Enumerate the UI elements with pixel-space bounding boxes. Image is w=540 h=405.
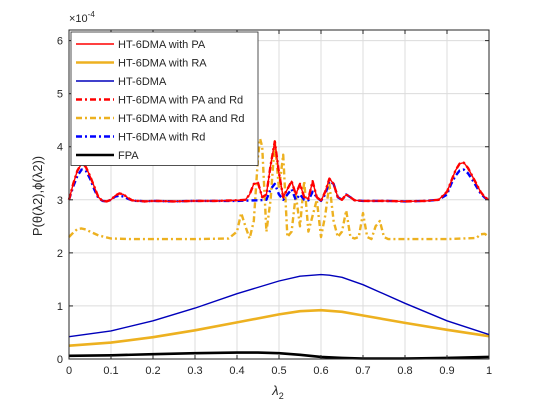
- series-line-ht-6dma-with-ra: [68, 308, 490, 347]
- x-tick-label: 0.5: [271, 365, 286, 377]
- legend-box: [70, 31, 259, 166]
- y-tick-label: 1: [57, 301, 63, 313]
- x-axis-label-sub: 2: [279, 391, 284, 401]
- x-tick-label: 0.1: [103, 365, 118, 377]
- series-line-ht-6dma-with-rd: [67, 168, 490, 203]
- y-exponent-power: -4: [88, 10, 96, 19]
- legend-entry: FPA: [118, 150, 139, 162]
- x-axis-label-main: λ: [271, 383, 278, 398]
- series-line-ht-6dma-with-pa: [68, 140, 490, 203]
- x-tick-label: 0: [66, 365, 72, 377]
- x-tick-label: 0.3: [187, 365, 202, 377]
- x-axis-label: λ2: [271, 383, 283, 401]
- y-tick-label: 4: [57, 142, 63, 154]
- legend-entry: HT-6DMA with PA: [118, 39, 206, 51]
- y-exponent-label: ×10-4: [69, 10, 95, 25]
- x-tick-label: 1: [486, 365, 492, 377]
- legend-entry: HT-6DMA: [118, 76, 167, 88]
- legend-entry: HT-6DMA with PA and Rd: [118, 95, 243, 107]
- legend-entry: HT-6DMA with Rd: [118, 132, 205, 144]
- y-tick-label: 0: [57, 354, 63, 366]
- y-axis-label: P(θ(λ2),ϕ(λ2)): [30, 156, 45, 236]
- y-exponent-base: ×10: [69, 13, 88, 25]
- x-tick-label: 0.8: [397, 365, 412, 377]
- series-lines: [67, 137, 490, 360]
- x-tick-labels: 0 0.1 0.2 0.3 0.4 0.5 0.6 0.7 0.8 0.9 1: [66, 365, 492, 377]
- x-tick-label: 0.6: [313, 365, 328, 377]
- legend-entry: HT-6DMA with RA and Rd: [118, 113, 245, 125]
- legend: HT-6DMA with PA HT-6DMA with RA HT-6DMA HT-…: [70, 31, 259, 166]
- y-tick-labels: 0 1 2 3 4 5 6: [57, 36, 63, 366]
- y-tick-label: 2: [57, 248, 63, 260]
- series-line-ht-6dma-with-ra-and-rd: [68, 137, 490, 241]
- x-tick-label: 0.9: [439, 365, 454, 377]
- legend-entry: HT-6DMA with RA: [118, 58, 207, 70]
- series-line-ht-6dma: [68, 273, 490, 338]
- x-tick-label: 0.2: [145, 365, 160, 377]
- y-tick-label: 5: [57, 89, 63, 101]
- x-tick-label: 0.7: [355, 365, 370, 377]
- y-tick-label: 3: [57, 195, 63, 207]
- x-tick-label: 0.4: [229, 365, 244, 377]
- y-tick-label: 6: [57, 36, 63, 48]
